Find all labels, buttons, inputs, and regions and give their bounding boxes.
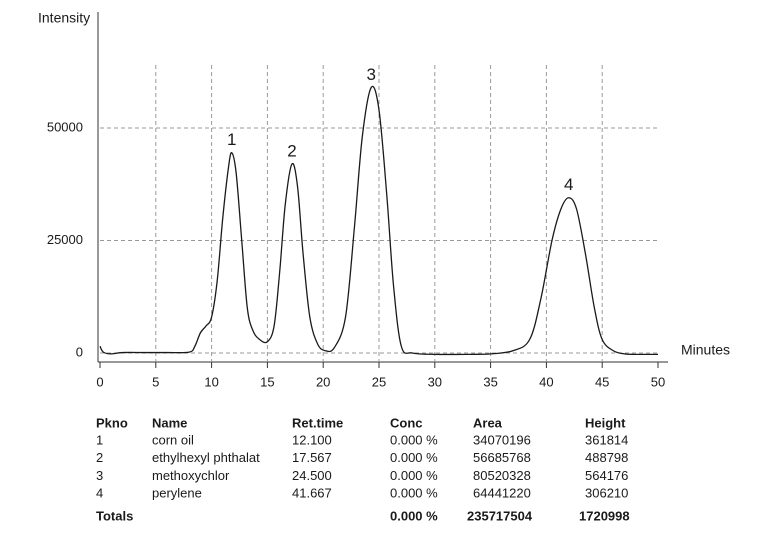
table-cell: 34070196 (473, 432, 531, 447)
x-tick-label: 40 (539, 374, 553, 389)
x-tick-label: 25 (372, 374, 386, 389)
table-cell: 0.000 % (390, 486, 438, 501)
table-header: Height (585, 415, 626, 430)
peak-label: 3 (366, 65, 375, 84)
table-cell: perylene (152, 486, 202, 501)
x-tick-label: 0 (96, 374, 103, 389)
y-axis-label: Intensity (38, 10, 90, 26)
table-cell: 2 (96, 450, 103, 465)
x-tick-label: 15 (260, 374, 274, 389)
table-cell: ethylhexyl phthalat (152, 450, 260, 465)
table-cell: 56685768 (473, 450, 531, 465)
x-tick-label: 45 (595, 374, 609, 389)
peak-label: 2 (287, 141, 296, 160)
chromatogram-line (99, 85, 659, 356)
table-cell: 12.100 (292, 432, 332, 447)
table-cell: corn oil (152, 432, 194, 447)
table-header: Pkno (96, 415, 128, 430)
table-header: Conc (390, 415, 423, 430)
x-tick-label: 20 (316, 374, 330, 389)
table-cell: 0.000 % (390, 468, 438, 483)
table-total: 1720998 (579, 508, 630, 523)
y-tick-label: 0 (76, 344, 83, 359)
table-cell: 0.000 % (390, 432, 438, 447)
table-cell: 564176 (585, 468, 628, 483)
table-cell: 0.000 % (390, 450, 438, 465)
table-cell: 361814 (585, 432, 628, 447)
y-tick-label: 50000 (47, 119, 83, 134)
table-header: Area (473, 415, 503, 430)
table-header: Name (152, 415, 187, 430)
table-cell: 488798 (585, 450, 628, 465)
x-tick-label: 35 (483, 374, 497, 389)
table-cell: 41.667 (292, 486, 332, 501)
table-total: 0.000 % (390, 508, 438, 523)
x-tick-label: 30 (428, 374, 442, 389)
table-cell: 1 (96, 432, 103, 447)
x-axis-label: Minutes (681, 342, 730, 358)
y-tick-label: 25000 (47, 232, 83, 247)
table-cell: 17.567 (292, 450, 332, 465)
table-cell: 306210 (585, 486, 628, 501)
table-cell: 3 (96, 468, 103, 483)
x-tick-label: 50 (651, 374, 665, 389)
x-tick-label: 10 (204, 374, 218, 389)
table-cell: 24.500 (292, 468, 332, 483)
table-header: Ret.time (292, 415, 343, 430)
peak-label: 1 (227, 130, 236, 149)
table-cell: 4 (96, 486, 103, 501)
table-cell: 64441220 (473, 486, 531, 501)
table-cell: 80520328 (473, 468, 531, 483)
table-total: 235717504 (467, 508, 533, 523)
x-tick-label: 5 (152, 374, 159, 389)
table-cell: methoxychlor (152, 468, 230, 483)
table-total: Totals (96, 508, 133, 523)
peak-label: 4 (564, 175, 573, 194)
